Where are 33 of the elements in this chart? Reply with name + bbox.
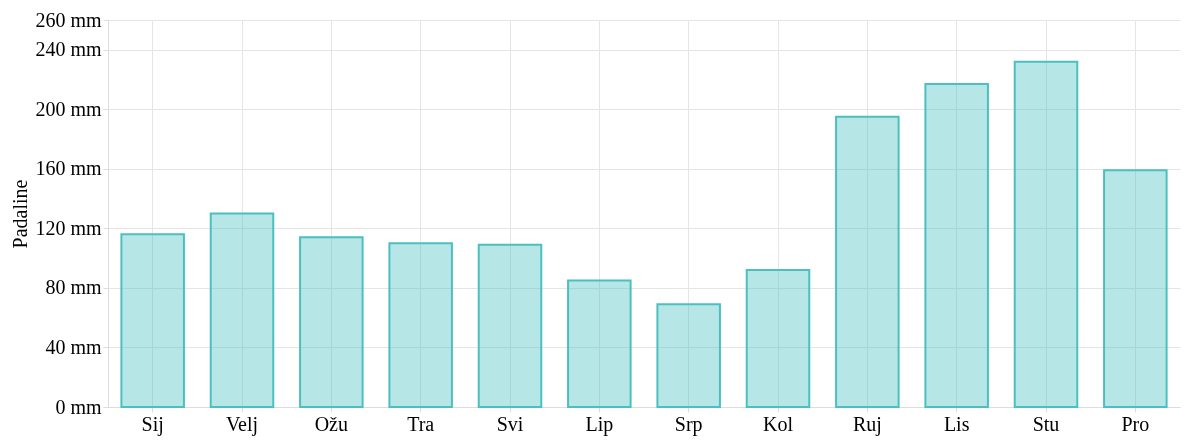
bar: [1013, 60, 1079, 408]
x-tick-label: Lip: [585, 412, 614, 436]
y-tick-label: 160 mm: [35, 157, 102, 180]
x-tick-label: Ruj: [852, 412, 882, 436]
bar: [299, 236, 364, 408]
x-tick-label: Sij: [141, 412, 164, 436]
bar: [924, 83, 989, 408]
y-axis-title: Padaline: [9, 179, 32, 249]
x-tick-label: Ožu: [314, 412, 348, 435]
bar: [835, 115, 900, 408]
x-tick-label: Tra: [407, 412, 435, 435]
bar: [567, 279, 632, 408]
x-tick-label: Lis: [943, 412, 970, 435]
x-tick-label: Stu: [1032, 412, 1060, 435]
y-tick-label: 40 mm: [45, 335, 102, 358]
y-tick-label: 240 mm: [35, 38, 102, 61]
y-tick-label: 80 mm: [45, 276, 102, 299]
bar: [745, 269, 811, 408]
x-tick-label: Velj: [225, 412, 259, 436]
bar: [120, 233, 185, 408]
bar: [656, 303, 721, 408]
x-tick-label: Svi: [496, 412, 524, 435]
x-tick-label: Kol: [763, 412, 794, 435]
y-tick-label: 260 mm: [35, 8, 102, 31]
y-tick-label: 0 mm: [55, 395, 102, 418]
bar: [209, 212, 275, 408]
y-tick-label: 120 mm: [35, 216, 102, 239]
bar: [388, 242, 453, 408]
x-tick-label: Pro: [1121, 412, 1150, 435]
y-tick-label: 200 mm: [35, 97, 102, 120]
bar: [477, 243, 543, 408]
x-tick-label: Srp: [674, 412, 703, 436]
bar: [1103, 169, 1168, 408]
